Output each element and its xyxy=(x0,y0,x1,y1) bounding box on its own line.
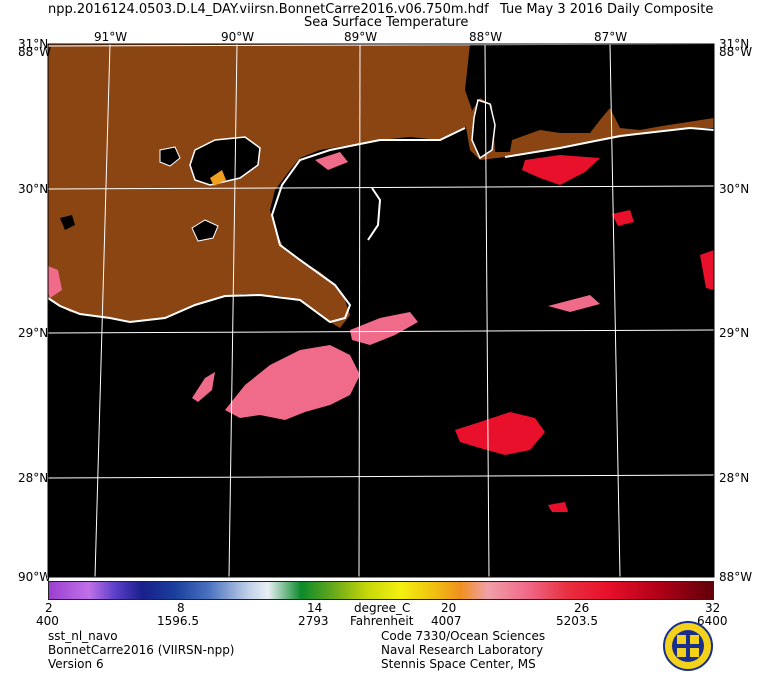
sst-colorbar xyxy=(48,581,714,600)
lon-label-89w: 89°W xyxy=(344,30,378,44)
cbar-unit-celsius: degree_C xyxy=(354,601,411,615)
seal-quadrant xyxy=(690,635,699,644)
lat-label-31n-left: 31°N xyxy=(18,37,49,51)
inland-lake xyxy=(191,219,219,242)
land-main xyxy=(48,44,472,328)
file-name-title: npp.2016124.0503.D.L4_DAY.viirsn.BonnetC… xyxy=(48,2,489,17)
footer-algorithm: sst_nl_navo xyxy=(48,629,118,643)
corner-label-bottom-left: 90°W xyxy=(18,570,52,584)
sst-patch-red-ne xyxy=(522,155,600,185)
lon-line-90w xyxy=(228,43,238,578)
seal-quadrant xyxy=(677,648,686,657)
sst-patch-pink-main xyxy=(225,345,360,420)
footer-version: Version 6 xyxy=(48,657,104,671)
lon-label-90w: 90°W xyxy=(221,30,255,44)
corner-label-top-right: 88°W xyxy=(719,45,753,59)
lat-line-28n xyxy=(47,474,715,479)
cbar-celsius-14: 14 xyxy=(307,601,323,615)
sst-patch-pink-central xyxy=(350,312,418,345)
lon-line-89w xyxy=(358,43,361,578)
lat-label-29n-left: 29°N xyxy=(18,326,49,340)
sst-patch-pink-nw-coast xyxy=(315,152,348,170)
footer-lab: Naval Research Laboratory xyxy=(381,643,544,657)
lat-label-29n-right: 29°N xyxy=(719,326,750,340)
seal-quadrant xyxy=(690,648,699,657)
cbar-fahrenheit-4007: 4007 xyxy=(431,614,462,628)
cbar-fahrenheit-5203: 5203.5 xyxy=(556,614,598,628)
lon-label-91w: 91°W xyxy=(94,30,128,44)
graticule xyxy=(47,43,715,578)
lon-label-87w: 87°W xyxy=(594,30,628,44)
seal-quadrant xyxy=(677,635,686,644)
corner-label-bottom-right: 88°W xyxy=(719,570,753,584)
sst-patch-pink-mid xyxy=(548,295,600,312)
lon-line-87w xyxy=(609,43,621,578)
lon-label-88w: 88°W xyxy=(469,30,503,44)
sst-map xyxy=(47,43,715,578)
cbar-fahrenheit-2793: 2793 xyxy=(298,614,329,628)
cbar-fahrenheit-6400: 6400 xyxy=(697,614,728,628)
sst-patch-red-east xyxy=(612,210,634,226)
lat-line-30n xyxy=(47,185,715,190)
lat-label-30n-right: 30°N xyxy=(719,182,750,196)
lon-line-88w xyxy=(484,43,490,578)
footer-code: Code 7330/Ocean Sciences xyxy=(381,629,546,643)
cbar-celsius-32: 32 xyxy=(705,601,721,615)
cbar-celsius-20: 20 xyxy=(441,601,457,615)
composite-date-title: Tue May 3 2016 Daily Composite xyxy=(500,2,714,17)
sst-patch-red-far-east xyxy=(700,250,714,290)
lake-pontchartrain xyxy=(189,136,261,186)
lat-label-31n-right: 31°N xyxy=(719,37,750,51)
sst-patch-red-south xyxy=(455,412,545,455)
lon-line-91w xyxy=(94,43,111,578)
cbar-celsius-2: 2 xyxy=(45,601,53,615)
cbar-fahrenheit-1596: 1596.5 xyxy=(157,614,199,628)
cbar-celsius-26: 26 xyxy=(574,601,590,615)
seal-shield xyxy=(672,630,704,662)
corner-label-top-left: 88°W xyxy=(18,45,52,59)
cbar-unit-fahrenheit: Fahrenheit xyxy=(350,614,414,628)
coastline xyxy=(47,126,715,324)
cbar-fahrenheit-400: 400 xyxy=(36,614,59,628)
nrl-seal-logo xyxy=(663,621,713,671)
mobile-bay xyxy=(471,99,496,160)
lat-label-28n-left: 28°N xyxy=(18,471,49,485)
footer-location: Stennis Space Center, MS xyxy=(381,657,536,671)
sst-patch-orange-lake xyxy=(210,170,226,186)
inland-lake-small xyxy=(60,215,75,230)
lat-label-28n-right: 28°N xyxy=(719,471,750,485)
sst-patch-pink-west xyxy=(48,266,62,298)
lat-label-30n-left: 30°N xyxy=(18,182,49,196)
lat-line-29n xyxy=(47,329,715,334)
sst-patch-pink-sw xyxy=(192,372,215,402)
map-frame xyxy=(47,43,715,578)
cbar-celsius-8: 8 xyxy=(177,601,185,615)
sst-patch-red-se xyxy=(548,502,568,512)
chandeleur-islands xyxy=(367,187,382,241)
sst-warm-patches xyxy=(48,152,714,512)
lake-maurepas xyxy=(159,146,181,167)
footer-region: BonnetCarre2016 (VIIRSN-npp) xyxy=(48,643,235,657)
product-title: Sea Surface Temperature xyxy=(304,15,469,30)
